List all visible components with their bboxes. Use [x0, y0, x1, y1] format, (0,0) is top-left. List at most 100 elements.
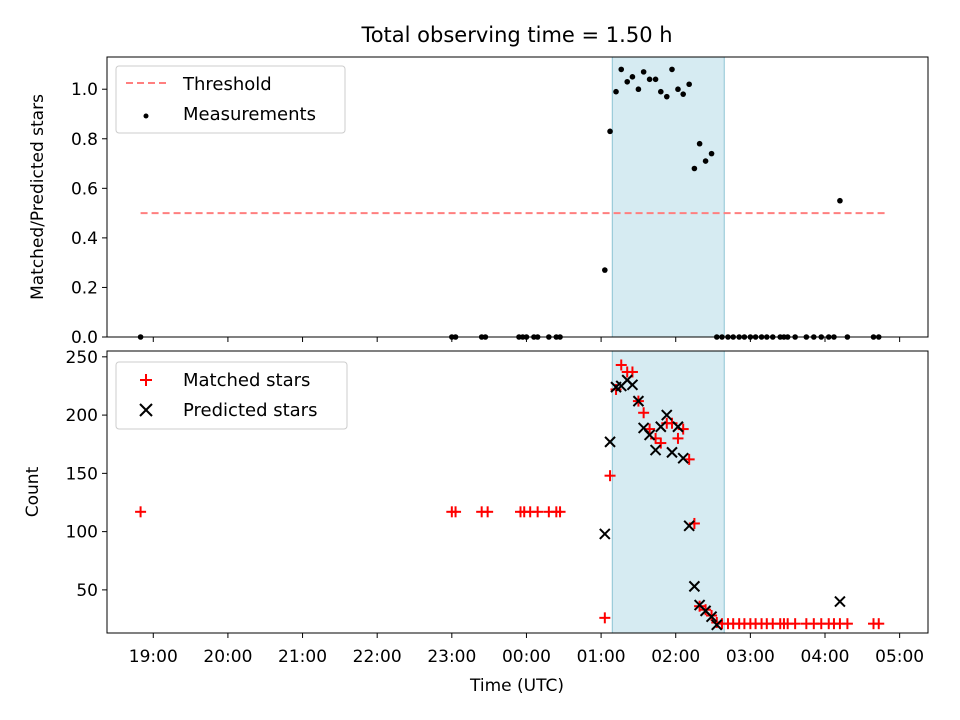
- bottom-y-tick-label: 50: [76, 581, 98, 601]
- measurement-point: [646, 76, 653, 83]
- bottom-y-tick-label: 100: [66, 523, 98, 543]
- top-y-axis-ticks: 0.0 0.2 0.4 0.6 0.8 1.0: [71, 80, 107, 348]
- bottom-y-axis-ticks: 50 100 150 200 250: [66, 348, 107, 601]
- top-y-tick-label: 0.0: [71, 328, 98, 348]
- measurement-point: [618, 66, 625, 73]
- predicted-star-marker: [655, 421, 667, 433]
- bottom-legend: Matched stars Predicted stars: [115, 361, 348, 430]
- matched-stars-legend-label: Matched stars: [183, 370, 310, 391]
- top-y-tick-label: 0.2: [71, 278, 98, 298]
- predicted-star-marker: [666, 446, 678, 459]
- bottom-x-tick-label: 22:00: [353, 647, 402, 667]
- bottom-x-tick-label: 03:00: [726, 647, 775, 667]
- bottom-legend-box: [115, 361, 348, 430]
- predicted-star-marker: [643, 429, 656, 441]
- predicted-star-marker: [599, 528, 611, 540]
- top-series-layer: [137, 66, 887, 340]
- bottom-x-tick-label: 19:00: [129, 647, 178, 667]
- predicted-star-marker: [661, 409, 673, 421]
- measurement-point: [624, 78, 631, 85]
- bottom-series-layer: [135, 359, 885, 631]
- measurement-point: [686, 81, 692, 88]
- top-y-tick-label: 0.8: [71, 130, 98, 150]
- measurement-point: [613, 88, 619, 95]
- measurement-point: [607, 128, 613, 135]
- measurement-point: [658, 88, 664, 95]
- top-y-axis-label: Matched/Predicted stars: [28, 94, 48, 300]
- predicted-star-marker: [632, 395, 645, 407]
- matched-star-marker: [450, 506, 462, 518]
- predicted-star-marker: [672, 421, 684, 433]
- bottom-y-axis-label: Count: [23, 466, 43, 517]
- measurement-point: [640, 69, 647, 75]
- predicted-star-marker: [626, 379, 639, 391]
- predicted-star-marker: [688, 580, 701, 593]
- predicted-star-marker: [649, 444, 662, 456]
- bottom-x-axis-ticks: 19:00 20:00 21:00 22:00 23:00 00:00 01:00 02:00…: [129, 633, 924, 667]
- observing-window-shade: [611, 56, 725, 338]
- measurement-point: [675, 86, 681, 93]
- predicted-star-marker: [834, 595, 846, 608]
- predicted-star-marker: [705, 610, 718, 623]
- matched-star-marker: [554, 506, 566, 518]
- matched-star-marker: [655, 437, 667, 449]
- matched-stars-legend-swatch: [140, 374, 152, 386]
- predicted-star-marker: [711, 619, 723, 631]
- measurement-point: [837, 197, 843, 204]
- measurement-point: [708, 150, 715, 157]
- measurement-point: [669, 66, 675, 73]
- top-y-tick-label: 1.0: [71, 80, 98, 100]
- bottom-x-tick-label: 01:00: [577, 647, 626, 667]
- bottom-x-tick-label: 04:00: [801, 647, 850, 667]
- bottom-x-tick-label: 20:00: [203, 647, 252, 667]
- measurement-point: [680, 91, 686, 97]
- bottom-x-axis-label: Time (UTC): [469, 676, 564, 696]
- bottom-axes-frame: [106, 350, 929, 634]
- measurement-point: [652, 76, 659, 83]
- measurement-point: [635, 86, 642, 93]
- threshold-legend-label: Threshold: [182, 74, 272, 95]
- measurement-point: [691, 165, 698, 172]
- top-y-tick-label: 0.6: [71, 179, 98, 199]
- matched-star-marker: [615, 359, 627, 371]
- bottom-x-tick-label: 21:00: [278, 647, 327, 667]
- matched-star-marker: [841, 618, 853, 630]
- measurement-point: [629, 74, 636, 80]
- matched-star-marker: [672, 432, 684, 444]
- bottom-x-tick-label: 00:00: [502, 647, 551, 667]
- predicted-star-marker: [677, 452, 689, 464]
- top-legend-box: [115, 65, 346, 134]
- bottom-panel: 50 100 150 200 250 19:00 20:00 21:00 22:00 23:00…: [23, 348, 929, 696]
- bottom-y-tick-label: 250: [66, 348, 98, 368]
- top-x-axis-ticks: [152, 337, 901, 342]
- bottom-y-tick-label: 200: [66, 406, 98, 426]
- top-panel: 0.0 0.2 0.4 0.6 0.8 1.0 Matched/Predicted sta…: [28, 56, 929, 348]
- predicted-stars-legend-swatch: [139, 403, 153, 417]
- top-legend: Threshold Measurements: [115, 65, 346, 134]
- matched-star-marker: [482, 506, 494, 518]
- measurements-legend-label: Measurements: [183, 104, 316, 125]
- predicted-stars-legend-label: Predicted stars: [183, 400, 317, 421]
- matched-star-marker: [638, 407, 650, 419]
- bottom-x-tick-label: 23:00: [427, 647, 476, 667]
- predicted-star-marker: [604, 436, 616, 448]
- matched-star-marker: [599, 612, 611, 624]
- measurement-point: [702, 158, 709, 164]
- matched-star-marker: [789, 618, 801, 630]
- bottom-y-tick-label: 150: [66, 464, 98, 484]
- top-axes-frame: [106, 56, 929, 338]
- measurement-point: [602, 267, 608, 273]
- matched-star-marker: [532, 506, 544, 518]
- observing-window-shade: [611, 350, 725, 634]
- predicted-star-marker: [683, 520, 695, 532]
- matched-star-marker: [604, 470, 616, 482]
- bottom-x-tick-label: 05:00: [875, 647, 924, 667]
- matched-star-marker: [873, 618, 885, 630]
- bottom-x-tick-label: 02:00: [651, 647, 700, 667]
- matched-star-marker: [135, 506, 147, 518]
- measurement-point: [663, 93, 670, 100]
- top-chart-title: Total observing time = 1.50 h: [360, 23, 672, 47]
- measurements-legend-swatch: [143, 113, 149, 119]
- measurement-point: [696, 140, 703, 147]
